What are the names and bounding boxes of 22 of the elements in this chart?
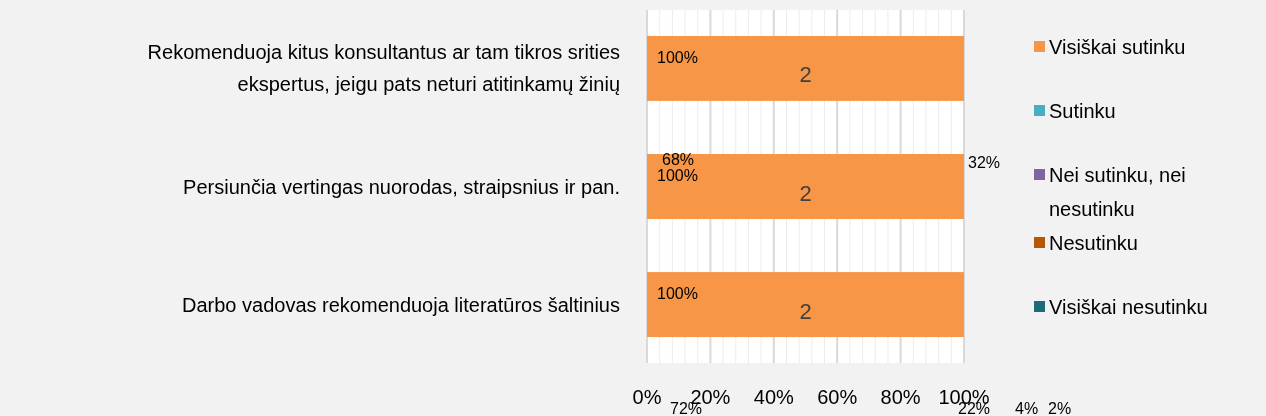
legend-label: Nei sutinku, nei nesutinku xyxy=(1049,164,1186,220)
x-tick-label: 0% xyxy=(632,386,662,408)
data-label: 100% xyxy=(657,48,698,66)
y-tick-label: Persiunčia vertingas nuorodas, straipsnius ir pan. xyxy=(183,175,620,198)
y-tick-label: Darbo vadovas rekomenduoja literatūros šaltinius xyxy=(181,293,620,316)
data-label: 100% xyxy=(657,285,698,303)
text: 2% xyxy=(1048,400,1072,416)
legend-label: Visiškai nesutinku xyxy=(1049,296,1208,318)
annotation: 2 xyxy=(799,180,812,206)
text: 32% xyxy=(968,154,1001,171)
x-tick-label: 80% xyxy=(880,386,921,408)
text: 4% xyxy=(1015,400,1039,416)
legend-label: Nesutinku xyxy=(1049,232,1138,254)
annotation: 2 xyxy=(799,298,812,324)
annotation: 2 xyxy=(799,62,812,88)
data-label: 100% xyxy=(657,167,698,185)
annotation: 68% xyxy=(662,151,695,168)
y-tick-label: Rekomenduoja kitus konsultantus ar tam tikros srities ekspertus, jeigu pats neturi atitinkamų žinių xyxy=(147,41,620,96)
legend-label: Visiškai sutinku xyxy=(1049,36,1186,58)
x-tick-label: 40% xyxy=(753,386,795,408)
x-tick-label: 60% xyxy=(817,386,858,408)
legend-label: Sutinku xyxy=(1049,100,1116,122)
